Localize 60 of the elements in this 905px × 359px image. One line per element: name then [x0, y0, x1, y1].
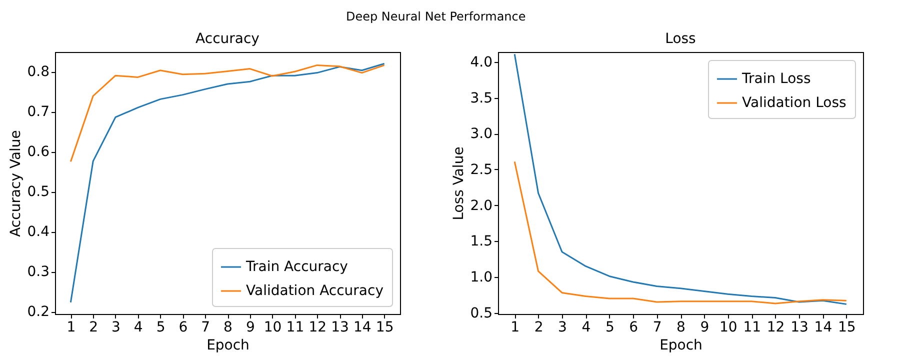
legend-label: Train Accuracy	[245, 259, 348, 275]
x-tick-label: 1	[66, 320, 76, 336]
line-series	[70, 62, 386, 304]
y-tick-label: 0.3	[27, 264, 50, 280]
y-tick-label: 3.5	[470, 90, 492, 106]
x-tick-label: 14	[814, 320, 832, 336]
legend-label: Validation Accuracy	[246, 283, 384, 299]
x-tick-label: 10	[264, 320, 282, 336]
x-tick-label: 12	[308, 320, 327, 336]
y-tick-label: 0.5	[470, 305, 492, 322]
x-tick-label: 14	[354, 320, 372, 336]
legend-label: Validation Loss	[742, 95, 846, 111]
y-tick-label: 2.5	[470, 162, 492, 178]
chart-title: Loss	[665, 31, 696, 47]
x-axis-title: Epoch	[206, 338, 250, 354]
x-tick-label: 13	[331, 320, 349, 336]
x-tick-label: 10	[719, 320, 738, 336]
y-tick-label: 0.5	[27, 184, 50, 200]
x-tick-label: 12	[766, 320, 785, 336]
x-tick-label: 9	[700, 320, 710, 336]
y-axis-title: Accuracy Value	[8, 130, 24, 237]
x-tick-label: 8	[224, 320, 232, 336]
x-tick-label: 7	[201, 320, 210, 336]
line-series	[70, 64, 386, 162]
y-axis-title: Loss Value	[451, 146, 468, 220]
y-tick-label: 0.2	[27, 304, 50, 320]
x-tick-label: 3	[558, 320, 567, 336]
x-tick-label: 6	[178, 320, 188, 336]
line-series	[514, 160, 848, 304]
x-tick-label: 2	[89, 320, 98, 336]
chart-title: Accuracy	[196, 31, 260, 47]
y-tick-label: 2.0	[470, 198, 492, 214]
x-tick-label: 2	[534, 320, 544, 336]
x-tick-label: 5	[156, 320, 166, 336]
x-tick-label: 8	[676, 320, 686, 336]
x-tick-label: 13	[790, 320, 808, 336]
x-tick-label: 4	[582, 320, 591, 336]
x-tick-label: 4	[134, 320, 143, 336]
x-axis-title: Epoch	[660, 338, 702, 354]
y-tick-label: 4.0	[470, 54, 492, 71]
text: Deep Neural Net Performance	[346, 10, 526, 24]
x-tick-label: 15	[838, 320, 856, 336]
x-tick-label: 1	[510, 320, 520, 336]
y-tick-label: 1.5	[470, 234, 492, 250]
x-tick-label: 11	[286, 320, 304, 336]
y-tick-label: 0.4	[27, 224, 50, 240]
y-tick-label: 3.0	[470, 126, 492, 142]
legend-label: Train Loss	[741, 71, 811, 87]
line-series	[514, 53, 848, 305]
y-tick-label: 0.8	[27, 64, 50, 80]
x-tick-label: 11	[743, 320, 762, 336]
y-tick-label: 1.0	[470, 269, 492, 286]
x-tick-label: 15	[376, 320, 394, 336]
y-tick-label: 0.7	[27, 104, 50, 120]
x-tick-label: 5	[605, 320, 614, 336]
x-tick-label: 7	[652, 320, 662, 336]
y-tick-label: 0.6	[27, 144, 50, 160]
x-tick-label: 3	[112, 320, 120, 336]
x-tick-label: 6	[629, 320, 638, 336]
x-tick-label: 9	[246, 320, 255, 336]
